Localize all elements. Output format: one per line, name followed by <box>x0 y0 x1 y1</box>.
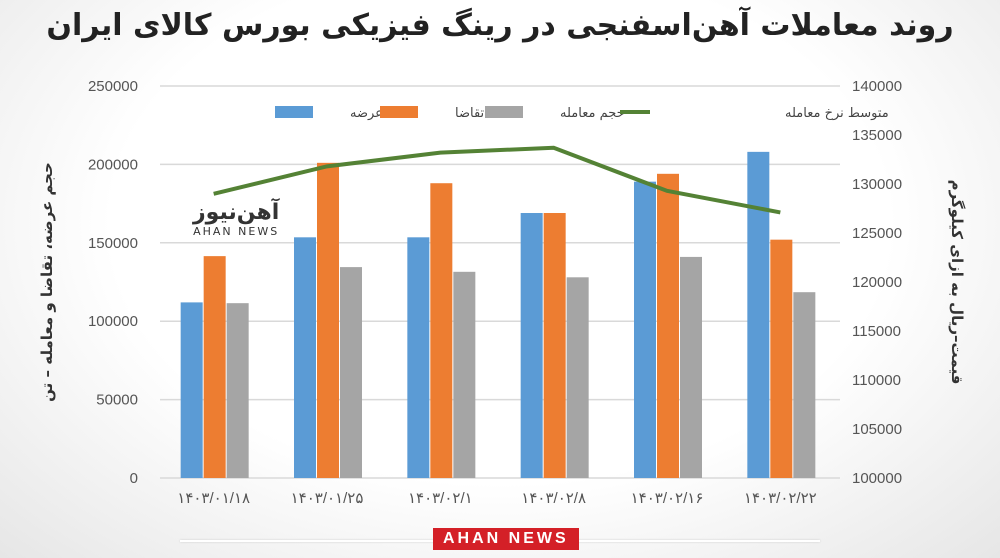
bar-2 <box>770 239 793 478</box>
ahan-news-logo: آهن‌نیوز AHAN NEWS <box>193 200 279 238</box>
y2-tick-label: 125000 <box>852 225 902 242</box>
y2-tick-label: 110000 <box>852 372 901 389</box>
bar-3 <box>566 277 589 478</box>
y2-tick-label: 100000 <box>852 470 902 487</box>
y-tick-label: 150000 <box>88 235 138 252</box>
y-tick-label: 100000 <box>88 313 138 330</box>
y2-tick-label: 115000 <box>852 323 901 340</box>
y2-axis-title: قیمت–ریال به ازای کیلوگرم <box>948 180 966 385</box>
legend-label: حجم معامله <box>560 106 625 121</box>
bar-3 <box>680 256 702 478</box>
bar-3 <box>453 271 476 478</box>
y-axis-title: حجم عرضه، تقاضا و معامله – تن <box>38 162 56 402</box>
bar-1 <box>407 237 430 478</box>
y2-tick-label: 120000 <box>852 274 902 291</box>
x-tick-label: ۱۴۰۳/۰۱/۲۵ <box>291 490 364 507</box>
bar-1 <box>747 151 770 478</box>
logo-en: AHAN NEWS <box>193 225 280 238</box>
bar-3 <box>226 303 249 478</box>
bar-2 <box>317 162 339 478</box>
legend-swatch <box>380 106 418 118</box>
legend-swatch <box>275 106 313 118</box>
y2-tick-label: 135000 <box>852 127 902 144</box>
bar-1 <box>180 302 203 478</box>
y-tick-label: 200000 <box>88 156 138 173</box>
bar-3 <box>793 292 816 478</box>
legend-label: عرضه <box>350 106 383 121</box>
legend-swatch <box>485 106 523 118</box>
legend-label: متوسط نرخ معامله <box>785 106 889 121</box>
x-tick-label: ۱۴۰۳/۰۲/۱ <box>408 490 473 507</box>
x-tick-label: ۱۴۰۳/۰۱/۱۸ <box>177 490 250 507</box>
bar-2 <box>430 183 453 478</box>
y-tick-label: 250000 <box>88 78 138 95</box>
y-tick-label: 50000 <box>96 392 138 409</box>
y2-tick-label: 140000 <box>852 78 902 95</box>
bar-1 <box>294 237 316 478</box>
price-line <box>213 145 781 215</box>
bar-2 <box>657 173 679 479</box>
bar-1 <box>520 213 543 478</box>
footer-brand: AHAN NEWS <box>433 528 579 550</box>
bar-1 <box>634 181 656 478</box>
bar-2 <box>203 256 226 478</box>
y2-tick-label: 105000 <box>852 421 902 438</box>
x-tick-label: ۱۴۰۳/۰۲/۱۶ <box>631 490 704 507</box>
x-tick-label: ۱۴۰۳/۰۲/۸ <box>521 490 586 507</box>
chart-title: روند معاملات آهن‌اسفنجی در رینگ فیزیکی ب… <box>46 8 954 43</box>
bar-3 <box>340 267 362 478</box>
y2-tick-label: 130000 <box>852 176 902 193</box>
x-tick-label: ۱۴۰۳/۰۲/۲۲ <box>744 490 817 507</box>
logo-fa: آهن‌نیوز <box>193 200 280 225</box>
bar-2 <box>543 213 566 478</box>
y-tick-label: 0 <box>130 470 138 487</box>
legend-label: تقاضا <box>455 106 485 121</box>
